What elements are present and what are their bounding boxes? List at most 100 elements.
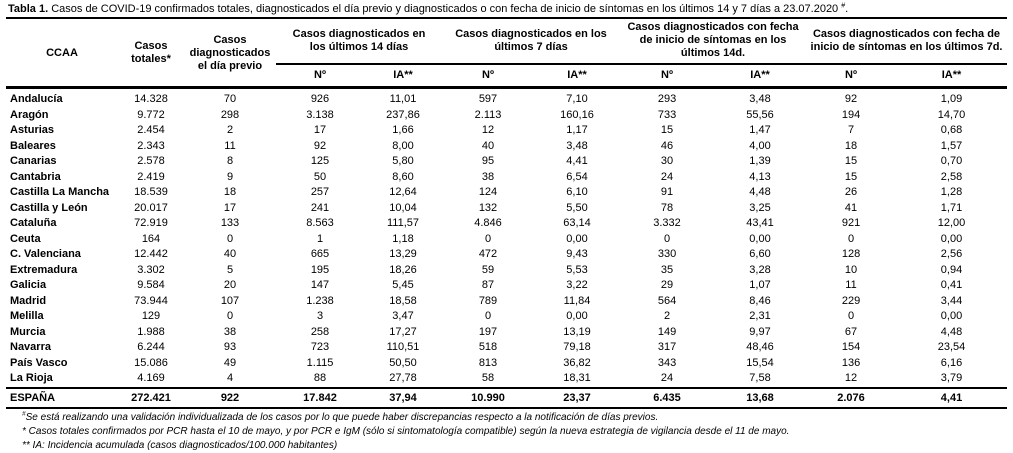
- table-row: Madrid 73.944 107 1.238 18,58 789 11,84 564 8,46…: [6, 294, 1007, 310]
- cell-value: 132: [478, 201, 498, 214]
- cell-value: 0,00: [566, 232, 588, 245]
- cell-value: 36,82: [563, 356, 591, 369]
- cell-value: 8,46: [749, 294, 771, 307]
- cell-value: 35: [660, 263, 674, 276]
- cell-value: 6,60: [749, 248, 771, 260]
- cell-value: 3,22: [566, 279, 588, 291]
- cell-value: 11,01: [389, 93, 417, 105]
- cell-value: 11: [845, 279, 857, 291]
- table-row: País Vasco 15.086 49 1.115 50,50 813 36,82 343 1…: [6, 356, 1007, 372]
- cell-value: 3,25: [749, 201, 771, 214]
- cell-value: 111,57: [386, 217, 419, 229]
- cell-value: 23,37: [534, 386, 621, 409]
- cell-value: 272.421: [118, 386, 184, 409]
- cell-value: 88: [313, 372, 327, 384]
- cell-value: 3,79: [940, 372, 963, 384]
- cell-value: 6.244: [137, 341, 165, 353]
- footnote-1: #Se está realizando una validación indiv…: [22, 410, 1007, 425]
- cell-value: 124: [478, 186, 498, 198]
- cell-value: 7: [847, 124, 855, 136]
- cell-value: 237,86: [386, 108, 420, 121]
- table-label: Tabla 1.: [8, 3, 49, 15]
- cell-value: 921: [841, 217, 861, 229]
- cell-value: 4.169: [137, 372, 165, 384]
- cell-value: 8,00: [392, 139, 414, 152]
- cell-value: 3,28: [749, 263, 771, 276]
- cell-value: 229: [841, 294, 861, 307]
- cell-value: 195: [310, 263, 330, 276]
- cell-value: 1.238: [306, 294, 334, 307]
- cell-value: 13,68: [714, 386, 807, 409]
- cell-value: 13,29: [389, 248, 417, 260]
- cell-value: 258: [310, 325, 330, 338]
- cell-value: 10,04: [389, 201, 417, 214]
- cell-value: 3,48: [749, 93, 771, 105]
- cell-value: 4,48: [940, 325, 963, 338]
- cell-value: 3: [316, 310, 324, 322]
- table-row: Murcia 1.988 38 258 17,27 197 13,19 149 9,97 67 4,…: [6, 325, 1007, 341]
- cell-value: 1,39: [749, 155, 771, 167]
- cell-value: 317: [657, 341, 677, 353]
- cell-value: 9,43: [566, 248, 588, 260]
- cell-value: 789: [478, 294, 498, 307]
- cell-value: 18: [223, 186, 237, 198]
- cell-value: 110,51: [386, 341, 420, 353]
- cell-value: 4,48: [749, 186, 771, 198]
- cell-value: 597: [478, 93, 498, 105]
- cell-value: 27,78: [389, 372, 417, 384]
- cell-value: 0,00: [749, 232, 771, 245]
- cell-value: 7,58: [749, 372, 771, 384]
- cell-value: 9.772: [137, 108, 165, 121]
- cell-value: 128: [841, 248, 861, 260]
- cell-value: 293: [657, 93, 677, 105]
- cell-value: 9.584: [137, 279, 165, 291]
- cell-value: 24: [660, 372, 674, 384]
- cell-value: 17.842: [276, 386, 364, 409]
- cell-value: 3.302: [137, 263, 165, 276]
- cell-value: 8.563: [306, 217, 334, 229]
- region-name: Extremadura: [10, 263, 78, 276]
- cell-value: 5,80: [392, 155, 414, 167]
- cell-value: 2,56: [940, 248, 963, 260]
- cell-value: 197: [478, 325, 498, 338]
- region-name: Castilla y León: [10, 201, 88, 214]
- cell-value: 2.343: [137, 139, 165, 152]
- cell-value: 58: [481, 372, 495, 384]
- cell-value: 472: [478, 248, 498, 260]
- cell-value: 0,00: [566, 310, 588, 322]
- cell-value: 11: [224, 139, 236, 152]
- table-row: Cantabria 2.419 9 50 8,60 38 6,54 24 4,13 15 2,58: [6, 170, 1007, 186]
- cell-value: 40: [481, 139, 495, 152]
- region-name: Navarra: [10, 341, 51, 353]
- cell-value: 164: [141, 232, 161, 245]
- cell-value: 4,00: [749, 139, 771, 152]
- table-row: Melilla 129 0 3 3,47 0 0,00 2 2,31 0 0,00: [6, 309, 1007, 325]
- header-diag-previo: Casos diagnosticados el día previo: [184, 17, 276, 89]
- cell-value: 55,56: [746, 108, 774, 121]
- header-group-7d: Casos diagnosticados en los últimos 7 dí…: [442, 17, 621, 65]
- region-name: Aragón: [10, 108, 49, 121]
- footnote-2: * Casos totales confirmados por PCR hast…: [22, 425, 790, 437]
- cell-value: 8,60: [392, 170, 414, 183]
- header-n: Nº: [442, 64, 534, 89]
- header-ia: IA**: [896, 64, 1008, 89]
- cell-value: 0: [226, 232, 234, 245]
- cell-value: 93: [223, 341, 237, 353]
- cell-value: 78: [660, 201, 674, 214]
- cell-value: 6,10: [566, 186, 588, 198]
- region-name: Asturias: [10, 124, 55, 136]
- cell-value: 330: [657, 248, 677, 260]
- cell-value: 3,44: [940, 294, 963, 307]
- cell-value: 67: [844, 325, 858, 338]
- cell-value: 43,41: [746, 217, 774, 229]
- cell-value: 92: [844, 93, 858, 105]
- cell-value: 1,66: [392, 124, 414, 136]
- cell-value: 12,64: [389, 186, 417, 198]
- cell-value: 2.113: [474, 108, 502, 121]
- region-name: Murcia: [10, 325, 46, 338]
- table-row: Cataluña 72.919 133 8.563 111,57 4.846 63,14 3.…: [6, 216, 1007, 232]
- cell-value: 147: [310, 279, 330, 291]
- table-row: Navarra 6.244 93 723 110,51 518 79,18 317 48,46 1…: [6, 340, 1007, 356]
- header-casos-totales: Casos totales*: [118, 17, 184, 89]
- table-row: La Rioja 4.169 4 88 27,78 58 18,31 24 7,58 12 3,79: [6, 371, 1007, 388]
